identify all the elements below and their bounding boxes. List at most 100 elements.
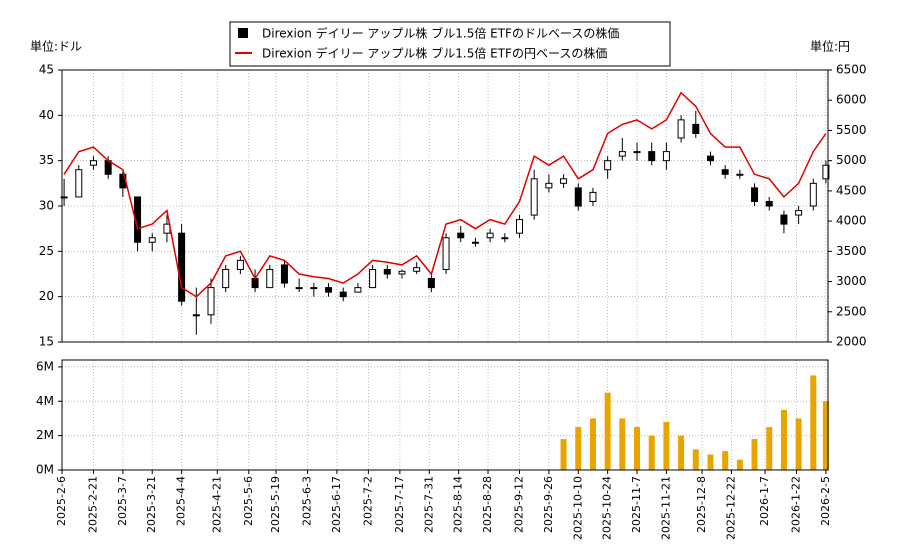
volume-bar [810,375,817,470]
candle-body [648,151,656,162]
volume-bar [589,418,596,470]
y2-tick-label: 5000 [836,153,867,167]
candle-body [574,187,582,207]
candle-body [413,267,421,272]
x-tick-label: 2025-3-7 [116,476,129,526]
y2-tick-label: 3000 [836,274,867,288]
y2-tick-label: 5500 [836,123,867,137]
candle-body [618,151,626,157]
candle-body [207,287,215,316]
x-tick-label: 2025-8-28 [481,476,494,533]
candle-body [822,164,830,180]
candle-body [192,314,200,317]
candle-body [736,173,744,176]
volume-bar [575,427,582,470]
x-tick-label: 2025-2-21 [86,476,99,533]
x-tick-label: 2025-7-31 [422,476,435,533]
x-tick-label: 2025-2-6 [55,476,68,526]
y-tick-label: 35 [39,153,54,167]
candle-body [134,196,142,243]
legend-marker [238,28,248,38]
y-tick-label: 4M [36,394,54,408]
volume-bar [604,392,611,470]
candle-body [795,210,803,216]
x-tick-label: 2026-1-7 [758,476,771,526]
volume-bar [722,451,729,470]
candle-body [325,287,333,293]
x-tick-label: 2025-12-22 [724,476,737,540]
legend-label: Direxion デイリー アップル株 ブル1.5倍 ETFのドルベースの株価 [262,26,619,41]
candle-body [706,155,714,162]
candle-body [545,182,553,189]
price-line [63,91,827,298]
candle-body [530,178,538,216]
volume-bar [822,401,829,470]
volume-bar [678,435,685,470]
candle-body [442,237,450,270]
y-tick-label: 25 [39,244,54,258]
y2-axis-label: 単位:円 [810,39,850,54]
candle-body [751,187,759,202]
x-tick-label: 2025-10-24 [601,476,614,540]
y-axis-label: 単位:ドル [30,39,82,54]
legend-label: Direxion デイリー アップル株 ブル1.5倍 ETFの円ベースの株価 [262,46,607,61]
plot-frame [61,69,829,343]
candle-body [75,169,83,198]
candle-body [266,268,274,289]
volume-bar [634,427,641,470]
volume-bar [751,439,758,470]
volume-bar [692,449,699,470]
x-tick-label: 2025-12-8 [695,476,708,533]
candle-body [60,196,68,199]
volume-bar [560,439,567,470]
x-tick-label: 2026-1-22 [790,476,803,533]
x-tick-label: 2025-11-7 [630,476,643,533]
candle-body [148,237,156,243]
x-tick-label: 2025-5-6 [242,476,255,526]
candle-body [560,178,568,184]
plot-frame [61,359,829,471]
candle-body [236,259,244,270]
y2-tick-label: 3500 [836,244,867,258]
candle-body [721,169,729,175]
y-tick-label: 0M [36,463,54,477]
y2-tick-label: 6500 [836,63,867,77]
legend-box [229,21,671,67]
y-tick-label: 45 [39,63,54,77]
y-tick-label: 6M [36,359,54,373]
y-tick-label: 20 [39,289,54,303]
candle-body [486,232,494,239]
y-tick-label: 2M [36,428,54,442]
x-tick-label: 2025-5-19 [269,476,282,533]
y2-tick-label: 2500 [836,304,867,318]
volume-bar [795,418,802,470]
volume-bar [736,459,743,470]
x-tick-label: 2025-11-21 [659,476,672,540]
candle-body [457,232,465,239]
candle-body [178,232,186,302]
y-tick-label: 15 [39,335,54,349]
x-tick-label: 2025-7-2 [361,476,374,526]
candle-body [765,200,773,207]
volume-bar [707,454,714,470]
candle-body [310,287,318,290]
candle-body [354,287,362,293]
y2-tick-label: 6000 [836,93,867,107]
candle-body [662,151,670,162]
x-tick-label: 2025-3-21 [145,476,158,533]
x-tick-label: 2025-9-12 [513,476,526,533]
candle-body [516,219,524,234]
candle-body [295,287,303,290]
volume-bar [619,418,626,470]
candle-body [369,268,377,289]
x-tick-label: 2025-6-3 [301,476,314,526]
x-tick-label: 2025-9-26 [542,476,555,533]
y-tick-label: 40 [39,108,54,122]
candle-body [501,237,509,240]
x-tick-label: 2026-2-5 [819,476,832,526]
candle-body [604,160,612,171]
x-tick-label: 2025-4-21 [210,476,223,533]
candle-body [809,182,817,207]
volume-bar [766,427,773,470]
